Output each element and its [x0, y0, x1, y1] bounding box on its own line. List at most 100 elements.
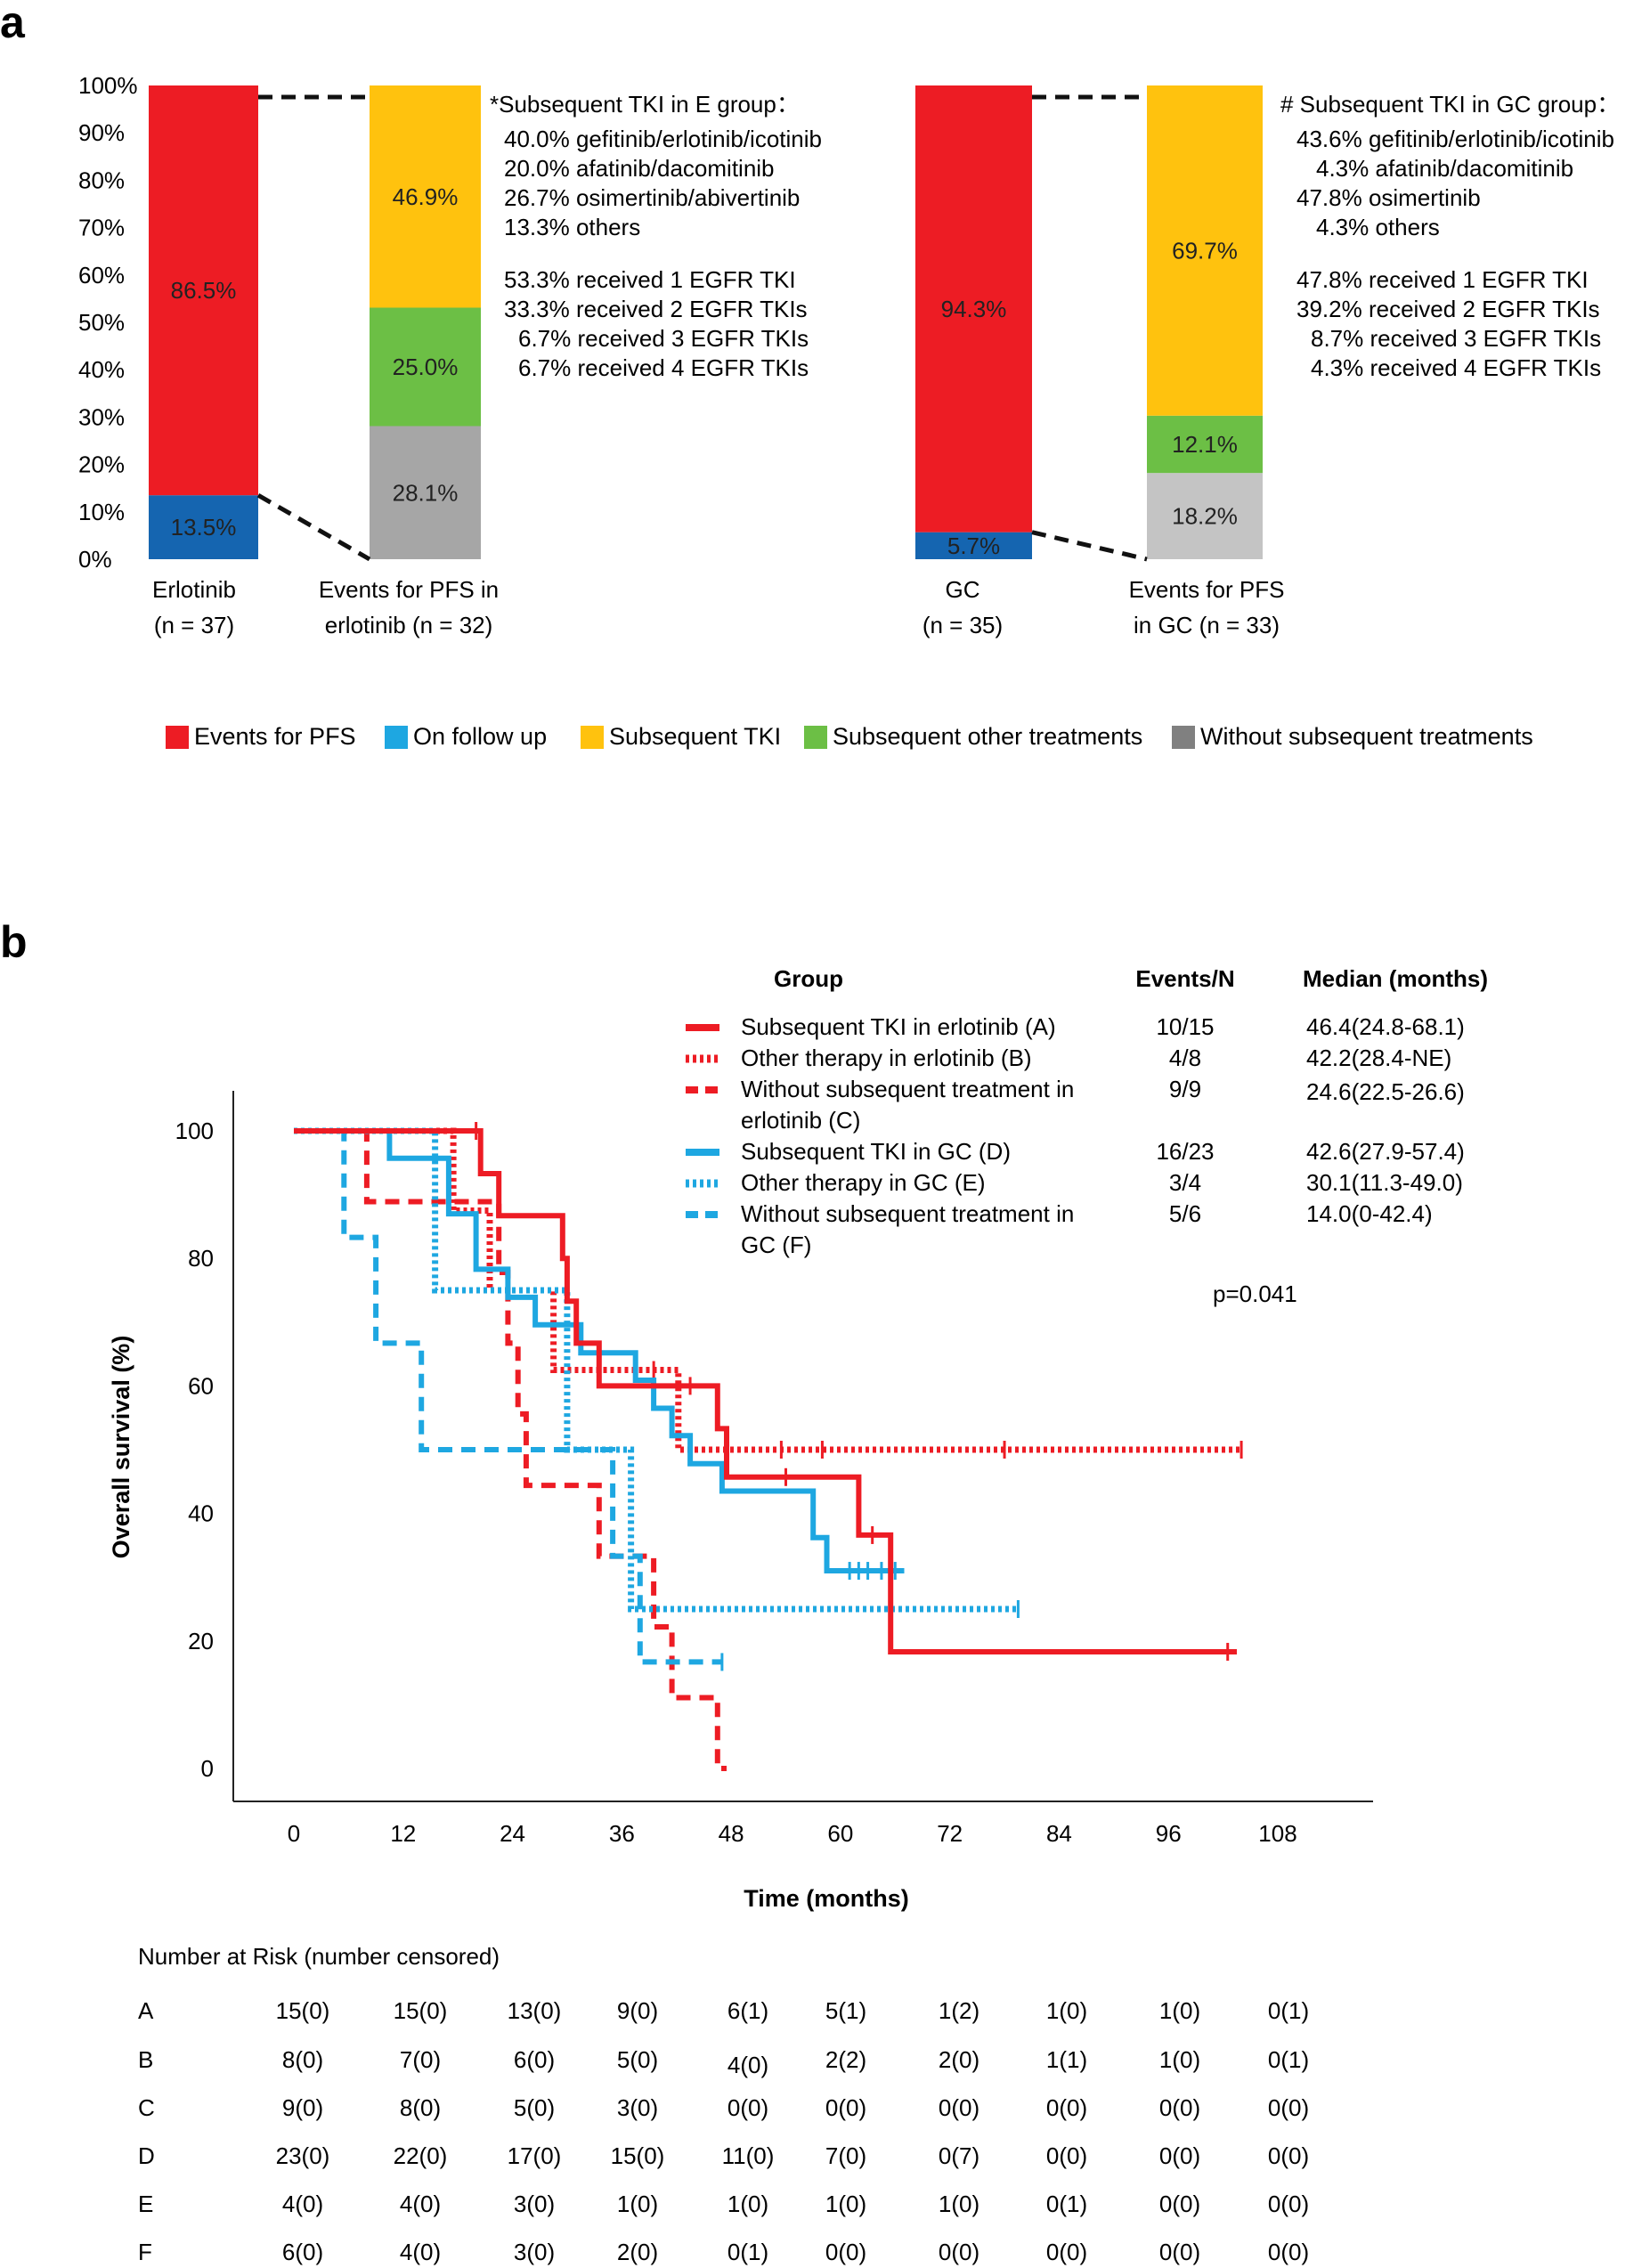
risk-cell: 0(0)	[1159, 2191, 1200, 2217]
y-tick-label: 10%	[78, 499, 125, 525]
bar-value-label: 94.3%	[941, 296, 1007, 322]
legend-row-E: Other therapy in GC (E) 3/4 30.1(11.3-49.0…	[686, 1169, 1463, 1196]
bar-value-label: 69.7%	[1172, 237, 1238, 264]
panel-b-label: b	[0, 917, 28, 967]
survival-step-line	[294, 1128, 722, 1665]
note-count-line: 4.3% received 4 EGFR TKIs	[1311, 354, 1601, 381]
km-axes: 0 20 40 60 80 100 0 12 24 36 48 60 72 84 96 108 Time (mo…	[108, 1091, 1373, 1912]
bar-value-label: 28.1%	[393, 479, 459, 506]
legend-series-name: Without subsequent treatment in	[741, 1076, 1074, 1102]
note-count-line: 39.2% received 2 EGFR TKIs	[1296, 296, 1600, 322]
km-curve-F	[294, 1128, 724, 1671]
x-axis-title: Time (months)	[744, 1885, 909, 1912]
risk-cell: 4(0)	[400, 2239, 441, 2265]
legend-events-n: 9/9	[1169, 1076, 1201, 1102]
legend-swatch	[166, 726, 189, 749]
x-tick-label: 108	[1258, 1820, 1296, 1847]
bar-value-label: 13.5%	[171, 514, 237, 541]
legend-swatch	[1172, 726, 1195, 749]
bar-segment	[370, 85, 481, 308]
risk-cell: 15(0)	[276, 1997, 330, 2024]
note-count-line: 53.3% received 1 EGFR TKI	[504, 266, 796, 293]
risk-cell: 0(0)	[1046, 2094, 1087, 2121]
connector-line	[1031, 530, 1148, 562]
legend-item: Without subsequent treatments	[1172, 723, 1533, 750]
bar-segment	[149, 495, 258, 559]
note-drug-line: 13.3% others	[504, 214, 640, 240]
legend-median: 30.1(11.3-49.0)	[1306, 1169, 1463, 1196]
risk-cell: 0(0)	[939, 2239, 979, 2265]
y-tick-label: 20	[188, 1628, 214, 1654]
legend-row-A: Subsequent TKI in erlotinib (A) 10/15 46.4…	[686, 1013, 1465, 1040]
risk-cell: 0(1)	[1268, 2046, 1309, 2073]
legend-events-n: 3/4	[1169, 1169, 1201, 1196]
note-drug-line: 47.8% osimertinib	[1296, 184, 1481, 211]
legend-median: 42.2(28.4-NE)	[1306, 1045, 1451, 1071]
legend-series-name: GC (F)	[741, 1232, 811, 1258]
legend-series-name: Subsequent TKI in erlotinib (A)	[741, 1013, 1056, 1040]
panel-a-legend: Events for PFS On follow up Subsequent TKI…	[166, 723, 1533, 750]
bar-segment	[1147, 415, 1263, 474]
risk-cell: 0(0)	[1159, 2142, 1200, 2169]
risk-cell: 2(0)	[939, 2046, 979, 2073]
risk-cell: 4(0)	[727, 2052, 768, 2078]
note-title: # Subsequent TKI in GC group：	[1280, 91, 1620, 118]
panel-a-notes: *Subsequent TKI in E group： 40.0% gefitin…	[490, 91, 1620, 381]
risk-cell: 8(0)	[400, 2094, 441, 2121]
risk-cell: 0(1)	[1046, 2191, 1087, 2217]
y-axis-title: Overall survival (%)	[108, 1336, 134, 1559]
note-drug-line: 4.3% others	[1316, 214, 1440, 240]
risk-cell: 5(1)	[825, 1997, 866, 2024]
y-tick-label: 60%	[78, 262, 125, 289]
x-tick-label: 60	[827, 1820, 853, 1847]
risk-cell: 2(2)	[825, 2046, 866, 2073]
risk-cell: 6(0)	[282, 2239, 323, 2265]
risk-cell: 9(0)	[282, 2094, 323, 2121]
legend-median: 46.4(24.8-68.1)	[1306, 1013, 1465, 1040]
legend-series-name: Other therapy in erlotinib (B)	[741, 1045, 1032, 1071]
risk-cell: 1(0)	[1159, 1997, 1200, 2024]
risk-cell: 9(0)	[617, 1997, 658, 2024]
bar-value-label: 25.0%	[393, 354, 459, 380]
risk-cell: 15(0)	[611, 2142, 665, 2169]
legend-item: Events for PFS	[166, 723, 356, 750]
note-count-line: 6.7% received 4 EGFR TKIs	[518, 354, 809, 381]
risk-cell: 0(0)	[1268, 2239, 1309, 2265]
legend-events-n: 5/6	[1169, 1200, 1201, 1227]
risk-cell: 1(2)	[939, 1997, 979, 2024]
bar-value-label: 18.2%	[1172, 503, 1238, 530]
risk-cell: 0(0)	[1268, 2191, 1309, 2217]
bar-category-label: Events for PFS in	[319, 576, 499, 603]
risk-cell: 1(0)	[727, 2191, 768, 2217]
risk-cell: 0(0)	[825, 2094, 866, 2121]
risk-cell: 2(0)	[617, 2239, 658, 2265]
x-tick-label: 84	[1046, 1820, 1072, 1847]
note-gc-group: # Subsequent TKI in GC group： 43.6% gefit…	[1280, 91, 1620, 381]
note-count-line: 6.7% received 3 EGFR TKIs	[518, 325, 809, 352]
bar-category-label: (n = 35)	[923, 612, 1003, 638]
risk-cell: 4(0)	[282, 2191, 323, 2217]
risk-row-label: C	[138, 2094, 155, 2121]
legend-series-name: Other therapy in GC (E)	[741, 1169, 986, 1196]
y-tick-label: 50%	[78, 309, 125, 336]
bar-category-label: Erlotinib	[152, 576, 236, 603]
risk-cell: 0(0)	[1046, 2142, 1087, 2169]
x-tick-label: 72	[937, 1820, 963, 1847]
risk-cell: 4(0)	[400, 2191, 441, 2217]
y-tick-label: 90%	[78, 119, 125, 146]
legend-series-name: erlotinib (C)	[741, 1107, 860, 1134]
bar-segment	[915, 532, 1032, 559]
risk-cell: 0(0)	[1268, 2094, 1309, 2121]
bar-gc-pfs: 18.2% 12.1% 69.7% Events for PFS in GC (n = …	[1129, 85, 1284, 638]
risk-cell: 3(0)	[514, 2191, 555, 2217]
bar-value-label: 5.7%	[947, 532, 1000, 559]
risk-row-A: A 15(0) 15(0) 13(0) 9(0) 6(1) 5(1) 1(2) 1(0) 1(0)…	[138, 1997, 1309, 2024]
risk-row-label: D	[138, 2142, 155, 2169]
legend-row-B: Other therapy in erlotinib (B) 4/8 42.2(28…	[686, 1045, 1451, 1071]
bar-segment	[370, 307, 481, 427]
p-value: p=0.041	[1213, 1280, 1297, 1307]
panel-b: b Group Events/N Median (months) Subsequ…	[0, 917, 1488, 2265]
km-legend-header: Group Events/N Median (months)	[774, 965, 1488, 992]
panel-a: a 100% 90% 80% 70% 60% 50% 40% 30% 20% 10% 0% 13.5…	[0, 0, 1620, 750]
risk-cell: 0(1)	[727, 2239, 768, 2265]
